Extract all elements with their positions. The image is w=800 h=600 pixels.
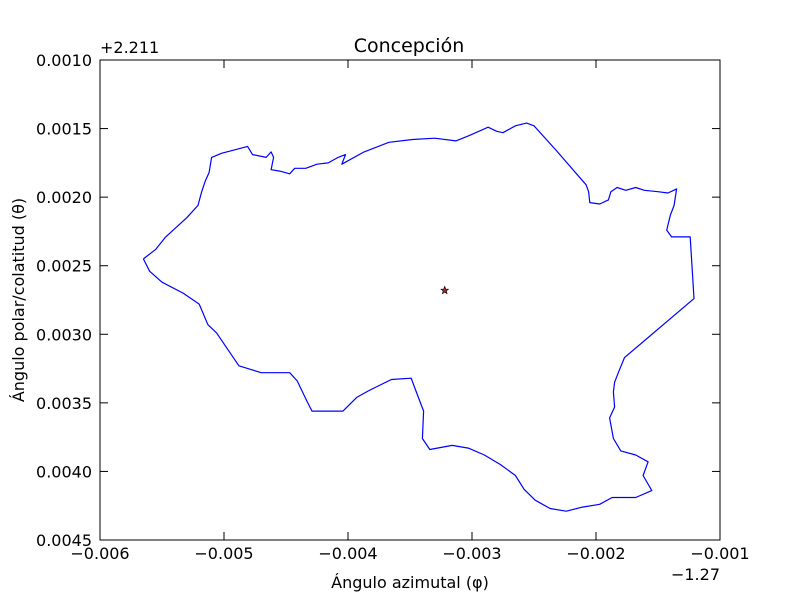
- x-tick-label: −0.001: [690, 544, 749, 563]
- x-tick-label: −0.004: [318, 544, 377, 563]
- y-tick-label: 0.0025: [36, 257, 92, 276]
- marker-group: [440, 285, 450, 295]
- series-group: [142, 122, 695, 512]
- y-tick-label: 0.0020: [36, 188, 92, 207]
- chart-title: Concepción: [354, 35, 465, 57]
- x-axis-label: Ángulo azimutal (φ): [331, 573, 489, 592]
- y-tick-label: 0.0045: [36, 531, 92, 550]
- ticks: −0.006 −0.005 −0.004 −0.003 −0.002 −0.001 0.00…: [36, 51, 750, 563]
- x-offset-label: −1.27: [671, 565, 720, 584]
- y-axis-label: Ángulo polar/colatitud (θ): [9, 198, 28, 402]
- x-tick-label: −0.003: [442, 544, 501, 563]
- y-tick-label: 0.0015: [36, 120, 92, 139]
- y-tick-label: 0.0035: [36, 394, 92, 413]
- x-tick-label: −0.006: [70, 544, 129, 563]
- series-line: [142, 122, 695, 512]
- y-tick-label: 0.0040: [36, 462, 92, 481]
- y-tick-label: 0.0030: [36, 325, 92, 344]
- star-marker: [440, 285, 450, 295]
- x-tick-label: −0.005: [194, 544, 253, 563]
- x-tick-label: −0.002: [566, 544, 625, 563]
- y-offset-label: +2.211: [100, 38, 159, 57]
- y-tick-label: 0.0010: [36, 51, 92, 70]
